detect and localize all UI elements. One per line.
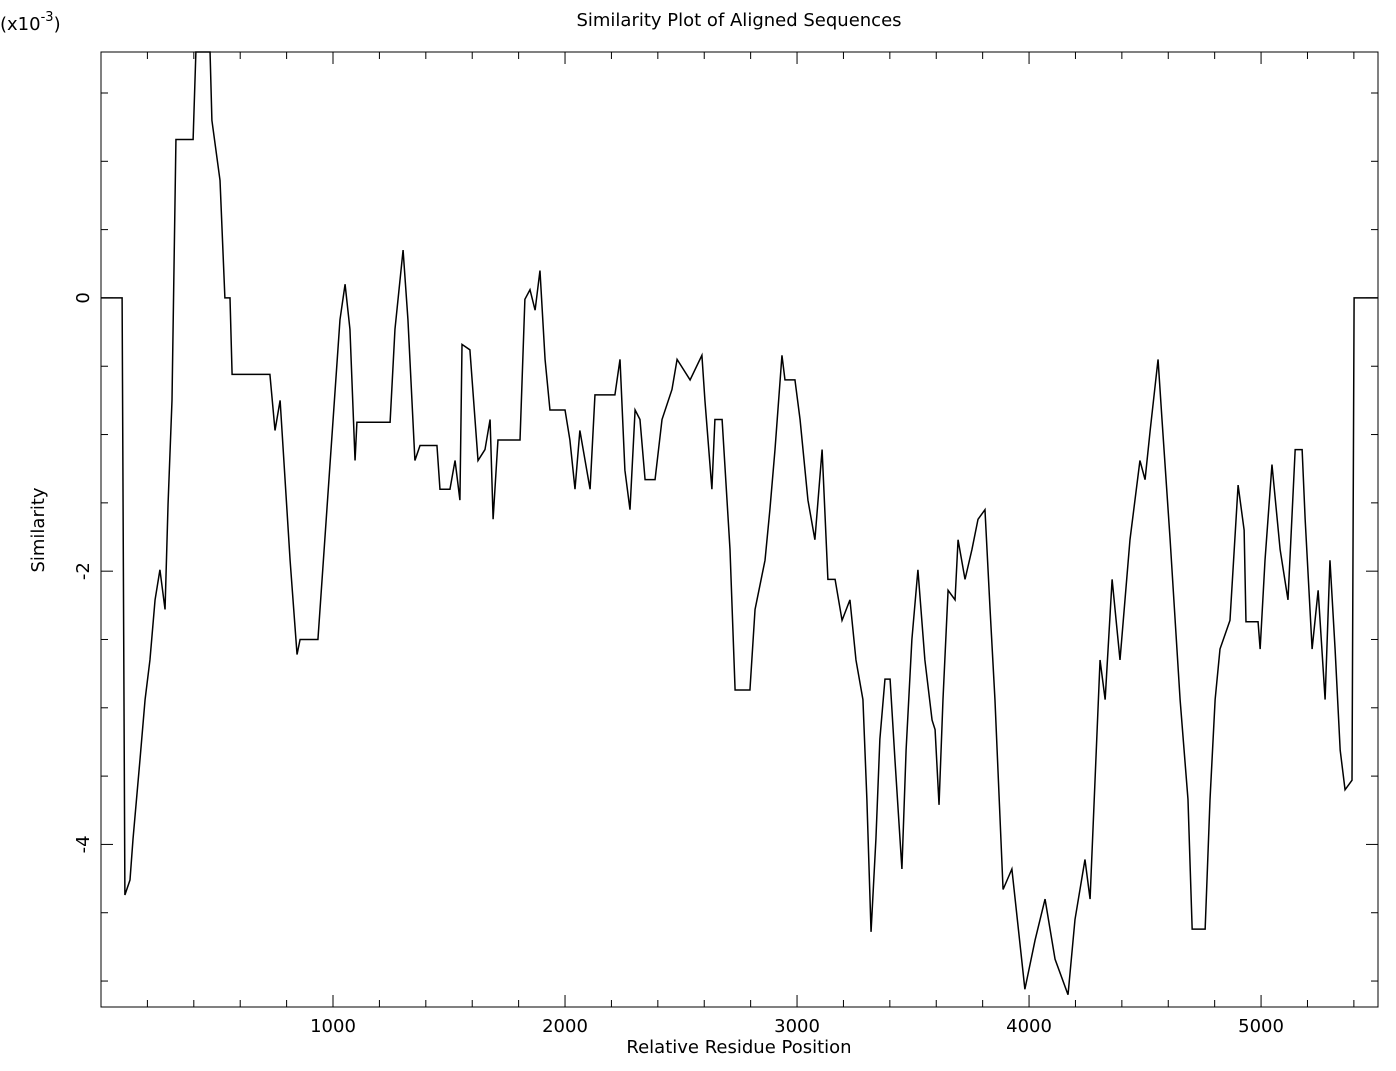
x-tick-label: 2000 (542, 1016, 588, 1037)
x-tick-label: 3000 (774, 1016, 820, 1037)
x-tick-label: 5000 (1238, 1016, 1284, 1037)
y-scale-label: (x10-3) (0, 10, 61, 35)
x-axis-label: Relative Residue Position (626, 1037, 851, 1058)
y-scale-base: (x10 (0, 14, 41, 35)
y-axis-label: Similarity (28, 487, 49, 572)
y-scale-close: ) (54, 14, 61, 35)
similarity-line (101, 51, 1378, 995)
y-tick-label: 0 (73, 292, 94, 303)
y-tick-label: -4 (73, 835, 94, 853)
chart-title: Similarity Plot of Aligned Sequences (576, 10, 901, 31)
x-tick-label: 4000 (1006, 1016, 1052, 1037)
y-scale-exponent: -3 (41, 10, 54, 25)
x-tick-label: 1000 (310, 1016, 356, 1037)
y-tick-label: -2 (73, 562, 94, 580)
plot-frame (100, 51, 1379, 1008)
